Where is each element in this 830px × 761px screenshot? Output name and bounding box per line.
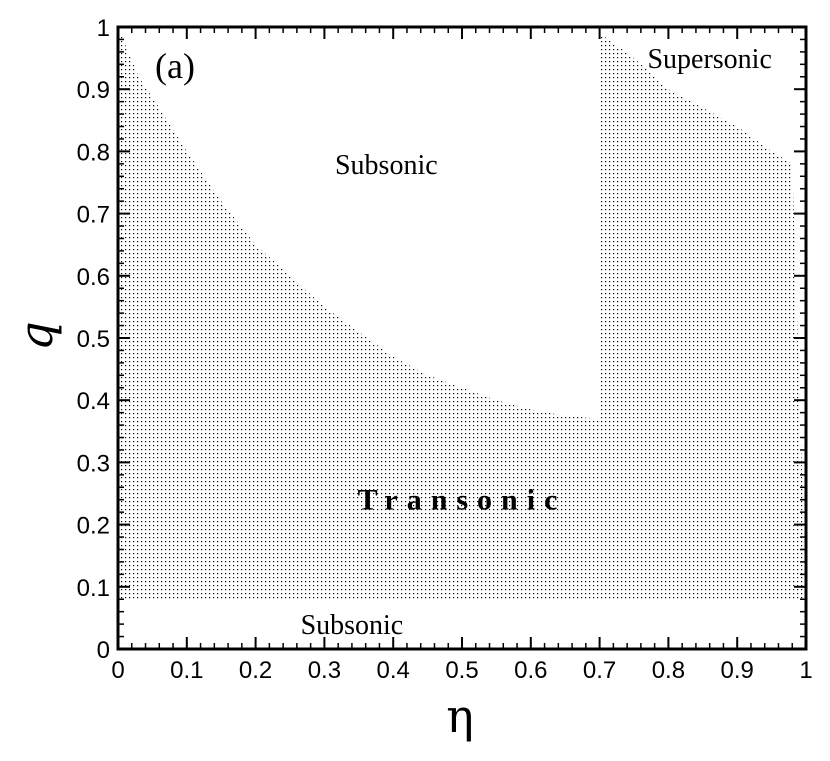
y-tick-label: 0 (97, 637, 110, 664)
regions-layer (118, 27, 806, 600)
x-tick-label: 0.5 (445, 657, 478, 684)
y-tick-label: 0.4 (77, 388, 110, 415)
y-tick-label: 1 (97, 15, 110, 42)
y-tick-label: 0.6 (77, 264, 110, 291)
annotations-layer: Subsonic Supersonic Transonic Subsonic (301, 44, 772, 641)
y-tick-label: 0.2 (77, 513, 110, 540)
x-tick-label: 0.2 (239, 657, 272, 684)
y-tick-label: 0.8 (77, 139, 110, 166)
x-tick-label: 0.1 (170, 657, 203, 684)
x-tick-label: 0.7 (583, 657, 616, 684)
y-axis-label: q (9, 321, 63, 350)
tick-labels-layer: 0 0.1 0.2 0.3 0.4 0.5 0.6 0.7 0.8 0.9 1 0 0.1 0.2 0.3 0… (77, 15, 813, 684)
y-tick-label: 0.9 (77, 77, 110, 104)
x-tick-label: 0.9 (721, 657, 754, 684)
x-tick-label: 0.4 (377, 657, 410, 684)
x-tick-label: 0 (111, 657, 124, 684)
x-axis-label: η (446, 689, 474, 743)
region-annotation-subsonic: Subsonic (301, 610, 404, 641)
x-tick-label: 0.8 (652, 657, 685, 684)
y-tick-label: 0.5 (77, 326, 110, 353)
region-annotation-transonic: Transonic (358, 484, 567, 517)
region-annotation-supersonic: Supersonic (647, 44, 771, 75)
y-tick-label: 0.1 (77, 575, 110, 602)
x-tick-label: 1 (799, 657, 812, 684)
region-transonic (118, 27, 806, 600)
x-tick-label: 0.3 (308, 657, 341, 684)
x-tick-label: 0.6 (514, 657, 547, 684)
y-tick-label: 0.3 (77, 450, 110, 477)
ticks-layer (117, 26, 807, 650)
panel-label: (a) (155, 46, 195, 86)
region-annotation-subsonic: Subsonic (335, 150, 438, 181)
y-tick-label: 0.7 (77, 202, 110, 229)
